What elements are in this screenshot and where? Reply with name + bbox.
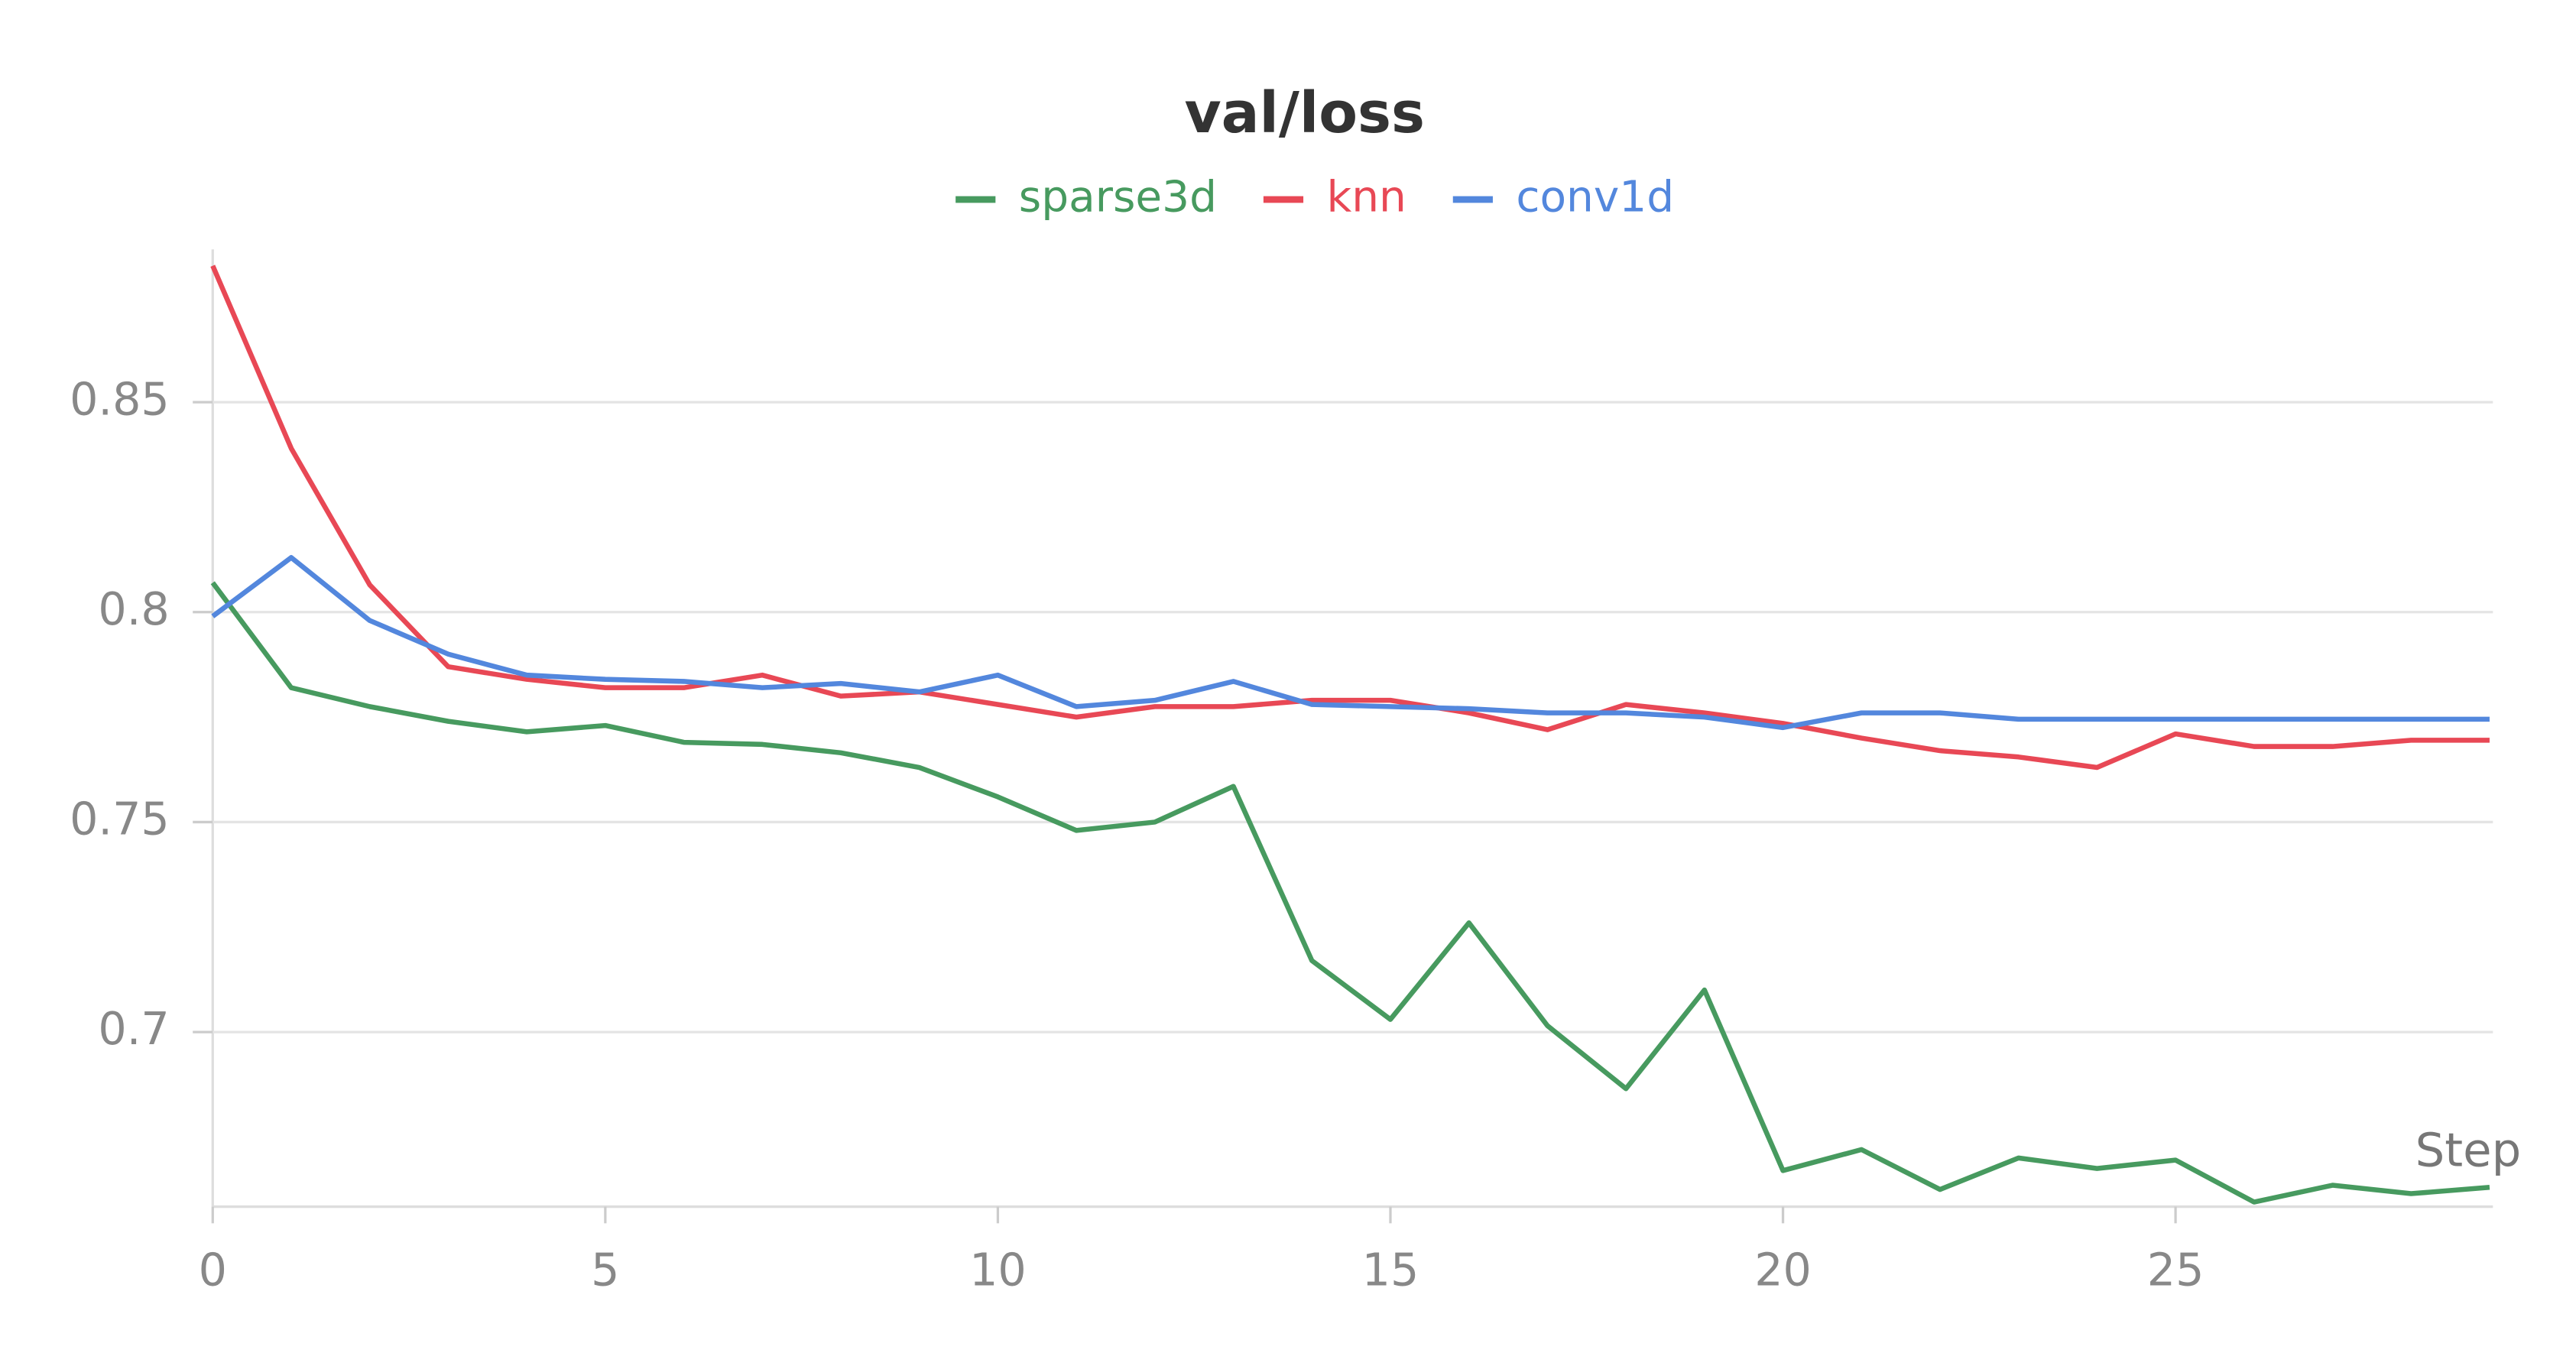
legend-label: conv1d (1516, 173, 1674, 222)
series-line (210, 264, 2490, 771)
x-tick-label: 0 (199, 1244, 227, 1296)
y-tick-label: 0.7 (98, 1003, 169, 1055)
legend: sparse3d knn conv1d (955, 173, 1674, 222)
x-tick-label: 5 (591, 1244, 619, 1296)
y-tick-label: 0.85 (70, 373, 170, 425)
chart-title: val/loss (1185, 80, 1425, 146)
x-tick-label: 15 (1362, 1244, 1419, 1296)
y-tick-label: 0.8 (98, 583, 169, 635)
x-tick-label: 20 (1754, 1244, 1812, 1296)
series-line (211, 555, 2490, 731)
x-tick-label: 25 (2147, 1244, 2205, 1296)
y-tick-label: 0.75 (70, 793, 170, 845)
series-line (210, 581, 2490, 1205)
x-axis-label: Step (2415, 1124, 2522, 1178)
legend-label: knn (1327, 173, 1406, 222)
legend-label: sparse3d (1019, 173, 1217, 222)
x-tick-label: 10 (969, 1244, 1027, 1296)
